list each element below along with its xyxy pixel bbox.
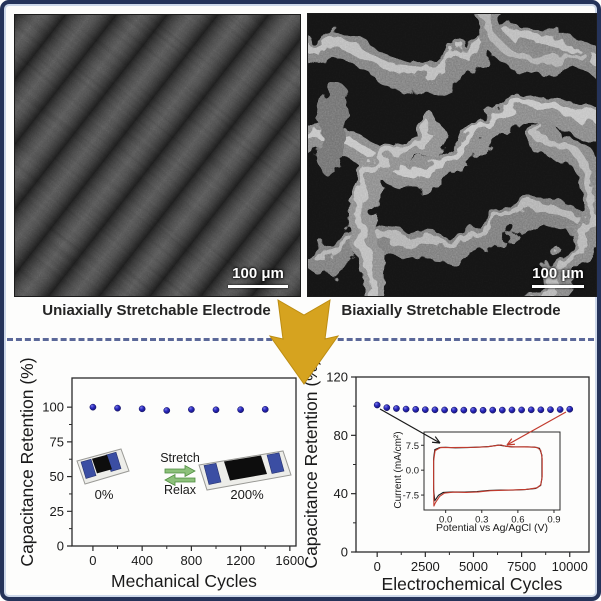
data-point (489, 406, 497, 414)
x-tick-label: 5000 (459, 559, 488, 574)
device-schematic-stretched (198, 450, 292, 491)
x-tick-label: 0 (374, 559, 381, 574)
sem-image-biaxial: 100 μm (307, 13, 597, 297)
scale-bar-line (228, 285, 288, 288)
y-tick-label: 75 (50, 434, 64, 449)
data-point (188, 406, 195, 413)
mechanical-chart-svg: Capacitance Retention (%) Mechanical Cyc… (17, 357, 304, 591)
cv-y-tick-label: 7.5 (406, 441, 419, 452)
data-point (470, 406, 477, 414)
cv-x-tick-label: 0.6 (511, 515, 524, 526)
data-point (138, 405, 146, 413)
cv-x-tick-label: 0.0 (439, 515, 452, 526)
stretch-label: Stretch (160, 451, 200, 465)
scale-bar-left: 100 μm (228, 265, 288, 288)
relax-arrow-icon (164, 473, 196, 487)
cv-inset-ticks: 0.0 0.3 0.6 0.9 7.5 0.0 -7.5 (403, 441, 561, 526)
data-point (421, 406, 429, 414)
echem-plot-area: 0 2500 5000 7500 10000 0 40 80 120 0.0 0.3 0.6 0.9 7.… (326, 370, 590, 575)
mech-plot-area: 0 400 800 1200 1600 0 25 50 75 100 (42, 377, 304, 568)
cv-curve-cycle-10000 (433, 444, 543, 507)
echem-y-axis-label: Capacitance Retention (%) (301, 359, 321, 568)
data-point (402, 405, 410, 413)
data-point (508, 406, 516, 414)
electrochemical-cycles-chart: Capacitance Retention (%) Electrochemica… (301, 359, 597, 597)
data-point (460, 406, 468, 414)
crumpled-texture-svg (308, 14, 596, 296)
data-point (498, 406, 506, 414)
y-tick-label: 50 (50, 469, 64, 484)
y-tick-label: 40 (334, 486, 348, 501)
mech-y-axis-label: Capacitance Retention (%) (17, 357, 37, 566)
axis-ticks: 0 2500 5000 7500 10000 0 40 80 120 (326, 370, 588, 575)
data-point (383, 404, 391, 411)
data-points (89, 403, 269, 414)
scale-bar-right: 100 μm (532, 265, 584, 288)
strain-left-label: 0% (95, 487, 114, 502)
sem-noise-overlay (15, 15, 300, 296)
data-point (237, 406, 244, 414)
x-tick-label: 400 (131, 553, 153, 568)
x-tick-label: 800 (181, 553, 203, 568)
x-tick-label: 1200 (226, 553, 255, 568)
sem-image-uniaxial: 100 μm (14, 14, 301, 297)
mech-x-axis-label: Mechanical Cycles (111, 571, 257, 591)
data-point (163, 407, 171, 414)
x-tick-label: 7500 (507, 559, 536, 574)
scale-label-right: 100 μm (532, 265, 584, 282)
data-point (412, 406, 420, 413)
strain-right-label: 200% (230, 487, 264, 502)
data-point (518, 406, 525, 414)
mechanical-cycles-chart: Capacitance Retention (%) Mechanical Cyc… (17, 357, 304, 597)
stretch-relax-inset: 0% 200% Stretch Relax (76, 448, 292, 502)
electrochemical-chart-svg: Capacitance Retention (%) Electrochemica… (301, 359, 590, 594)
echem-x-axis-label: Electrochemical Cycles (382, 574, 563, 594)
data-point (556, 406, 564, 413)
caption-uniaxial: Uniaxially Stretchable Electrode (42, 302, 271, 319)
stretch-arrow-icon (164, 464, 196, 478)
x-tick-label: 0 (89, 553, 96, 568)
down-arrow-icon (268, 299, 340, 385)
data-point (212, 406, 220, 414)
data-point (431, 406, 439, 414)
data-point (537, 406, 545, 414)
data-point (441, 406, 448, 414)
device-schematic-relaxed (76, 448, 130, 485)
caption-biaxial: Biaxially Stretchable Electrode (341, 302, 561, 319)
data-point (527, 406, 535, 414)
y-tick-label: 120 (326, 370, 348, 385)
y-tick-label: 80 (334, 428, 348, 443)
axis-ticks: 0 400 800 1200 1600 0 25 50 75 100 (42, 400, 304, 568)
data-point (261, 406, 269, 413)
data-point (114, 404, 121, 412)
x-tick-label: 1600 (275, 553, 304, 568)
data-point (450, 406, 458, 414)
scale-label-left: 100 μm (232, 265, 284, 282)
data-point (89, 403, 97, 411)
x-tick-label: 2500 (411, 559, 440, 574)
scale-bar-line (532, 285, 584, 288)
cv-x-tick-label: 0.3 (475, 515, 488, 526)
cycle-pointer-arrows (379, 408, 567, 446)
data-point (393, 405, 400, 412)
data-point (479, 406, 487, 414)
cv-y-tick-label: 0.0 (406, 466, 419, 477)
data-point (566, 405, 574, 413)
y-tick-label: 25 (50, 504, 64, 519)
cv-inset-x-axis-label: Potential vs Ag/AgCl (V) (436, 522, 548, 534)
x-tick-label: 10000 (552, 559, 588, 574)
y-tick-label: 0 (57, 539, 64, 554)
cv-y-tick-label: -7.5 (403, 491, 419, 502)
y-tick-label: 0 (341, 545, 348, 560)
relax-label: Relax (164, 483, 197, 497)
data-point (373, 401, 381, 409)
data-points (373, 401, 574, 414)
y-tick-label: 100 (42, 400, 64, 415)
data-point (547, 406, 554, 414)
cv-inset-y-axis-label: Current (mA/cm²) (393, 431, 404, 508)
cv-x-tick-label: 0.9 (547, 515, 560, 526)
